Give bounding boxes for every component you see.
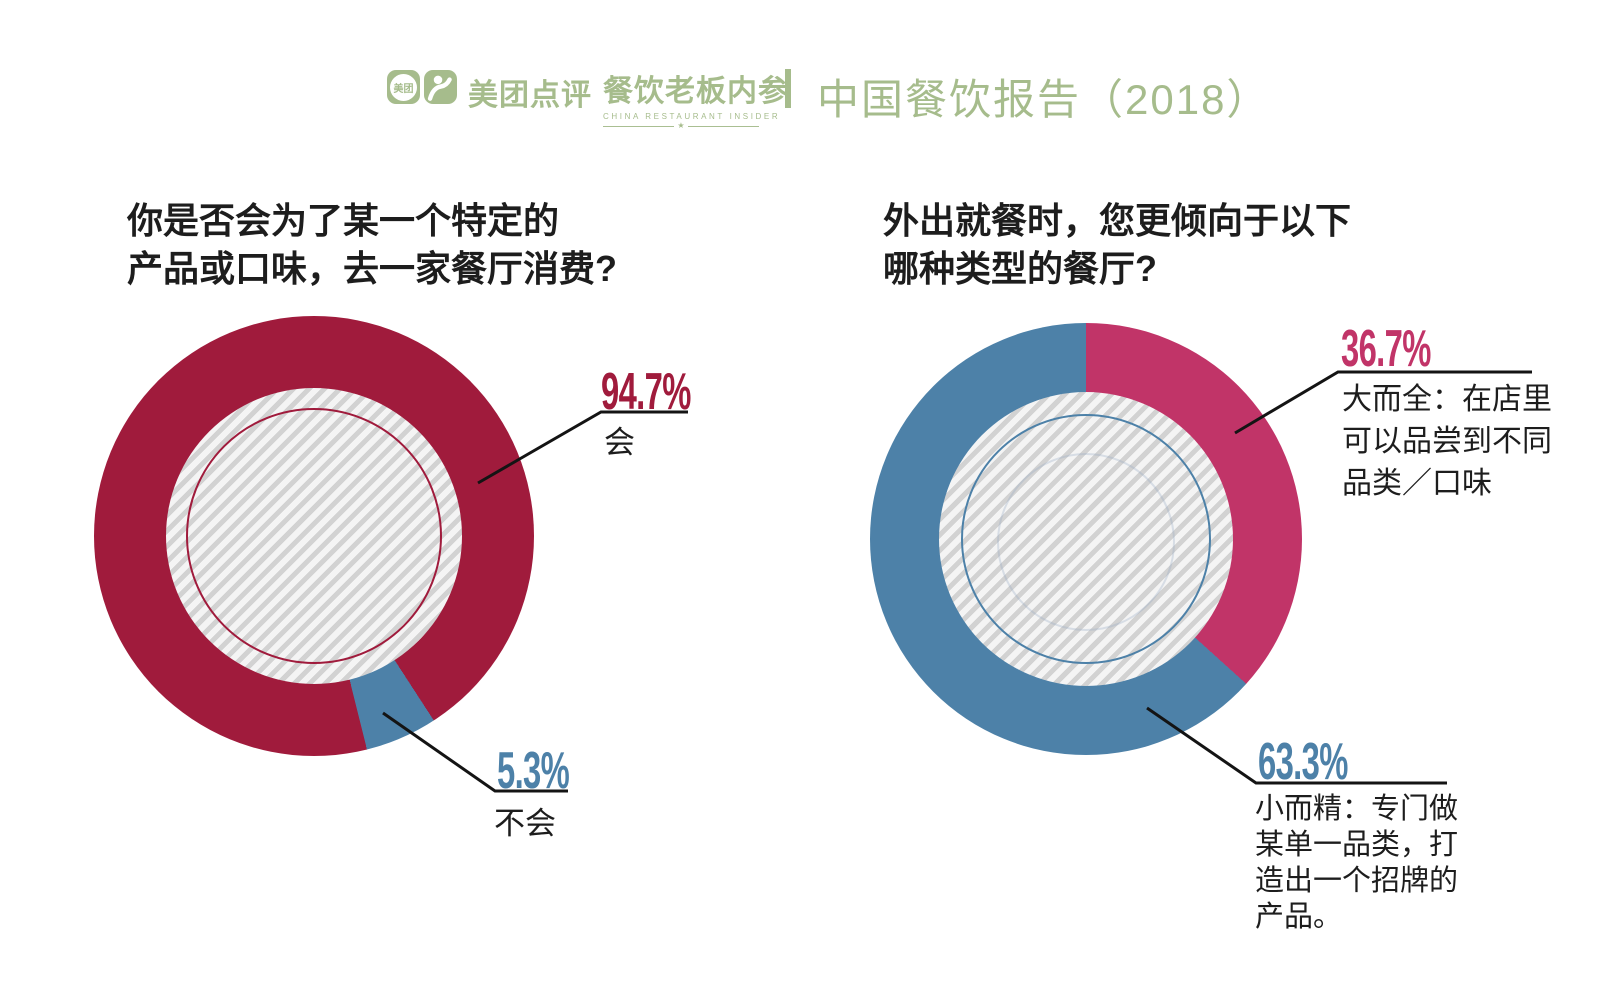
value-label-big: 36.7%	[1341, 320, 1431, 378]
left-donut-inner-ring	[186, 408, 442, 664]
report-title: 中国餐饮报告（2018）	[817, 76, 1271, 123]
brand-name: 美团点评	[468, 79, 592, 112]
starline-right-rule	[687, 125, 760, 127]
value-label-yes: 94.7%	[601, 363, 691, 421]
header-divider	[785, 69, 791, 108]
right-chart-question: 外出就餐时，您更倾向于以下 哪种类型的餐厅?	[883, 197, 1351, 293]
dianping-logo	[424, 70, 457, 104]
left-chart-question: 你是否会为了某一个特定的 产品或口味，去一家餐厅消费?	[127, 197, 617, 293]
slice-desc-small-line1: 小而精：专门做	[1255, 793, 1459, 825]
slice-desc-big-line2: 可以品尝到不同	[1342, 425, 1552, 458]
dianping-person-icon	[427, 75, 452, 101]
right-question-line2: 哪种类型的餐厅?	[883, 248, 1157, 289]
meituan-logo-circle: 美团	[390, 73, 417, 101]
slice-desc-small: 小而精：专门做 某单一品类，打 造出一个招牌的 产品。	[1255, 791, 1458, 935]
slice-desc-big-line3: 品类／口味	[1342, 467, 1492, 500]
meituan-logo-text: 美团	[393, 83, 414, 95]
meituan-logo: 美团	[387, 70, 420, 104]
right-question-line1: 外出就餐时，您更倾向于以下	[883, 200, 1352, 241]
slice-label-no: 不会	[494, 806, 556, 841]
right-donut-faint-ring	[997, 453, 1175, 631]
slice-desc-small-line3: 造出一个招牌的	[1255, 865, 1459, 897]
left-donut-chart	[94, 316, 534, 756]
slice-desc-big: 大而全：在店里 可以品尝到不同 品类／口味	[1342, 379, 1552, 505]
slice-label-yes: 会	[604, 425, 635, 460]
right-donut-inner-ring	[961, 414, 1211, 664]
left-question-line1: 你是否会为了某一个特定的	[127, 200, 560, 241]
slice-desc-big-line1: 大而全：在店里	[1342, 383, 1552, 416]
value-label-small: 63.3%	[1258, 733, 1348, 791]
slice-desc-small-line4: 产品。	[1255, 901, 1343, 933]
insider-starline: ★	[603, 121, 760, 130]
insider-logo: 餐饮老板内参 CHINA RESTAURANT INSIDER ★	[603, 66, 789, 130]
star-icon: ★	[677, 121, 685, 130]
insider-title: 餐饮老板内参	[603, 75, 789, 108]
right-donut-chart	[870, 323, 1302, 755]
insider-subtitle: CHINA RESTAURANT INSIDER	[603, 112, 781, 121]
left-question-line2: 产品或口味，去一家餐厅消费?	[127, 248, 617, 289]
value-label-no: 5.3%	[497, 742, 570, 800]
starline-left-rule	[603, 125, 675, 127]
slice-desc-small-line2: 某单一品类，打	[1255, 829, 1459, 861]
